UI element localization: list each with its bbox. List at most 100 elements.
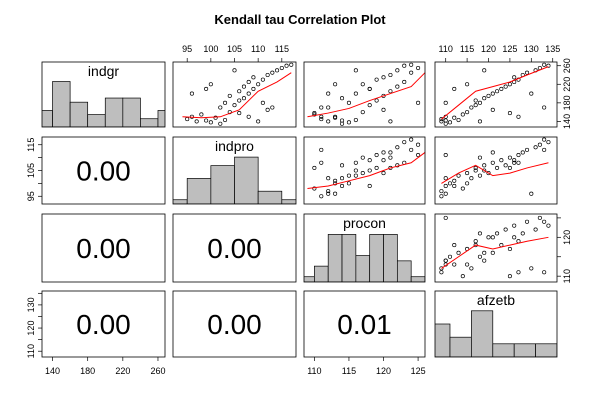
point (279, 65, 284, 71)
hist-bar (314, 265, 329, 282)
point (507, 111, 512, 116)
point (443, 176, 448, 181)
point (194, 119, 199, 124)
point (477, 254, 482, 259)
hist-bar (69, 101, 89, 127)
point (360, 82, 365, 87)
point (312, 111, 317, 116)
point (490, 250, 495, 255)
point (482, 96, 487, 101)
point (374, 165, 379, 170)
point (265, 107, 270, 112)
point (495, 231, 500, 236)
point (529, 91, 534, 96)
point (507, 82, 512, 87)
x-tick-label: 115 (275, 44, 289, 54)
point (204, 86, 209, 91)
point (499, 158, 504, 163)
point (289, 62, 294, 67)
point (516, 152, 521, 158)
smooth-line (441, 162, 549, 184)
point (246, 91, 251, 96)
point (326, 91, 331, 96)
point (452, 178, 457, 183)
hist-bar (173, 199, 188, 204)
point (542, 219, 547, 224)
panel-frame (303, 290, 426, 358)
point (367, 103, 372, 108)
correlation: 0.00 (207, 309, 262, 340)
panel-frame (434, 290, 558, 358)
point (319, 160, 324, 165)
point (339, 121, 345, 126)
point (339, 118, 345, 123)
x-tick-label: 110 (251, 44, 265, 54)
panel-frame (172, 290, 297, 358)
variable-label: indpro (215, 138, 254, 154)
point (524, 70, 530, 75)
hist-bar (410, 276, 425, 282)
point (367, 158, 372, 163)
hist-bar (435, 323, 451, 357)
point (416, 152, 421, 158)
variable-label: afzetb (477, 292, 515, 308)
point (503, 84, 508, 89)
x-tick-label: 135 (545, 44, 560, 54)
point (256, 119, 261, 124)
hist-bar (513, 343, 536, 357)
x-tick-label: 115 (460, 44, 474, 54)
point (275, 68, 280, 73)
point (339, 176, 345, 181)
point (439, 117, 444, 122)
point (439, 189, 444, 194)
point (222, 117, 228, 123)
panel-frame (434, 136, 558, 205)
y-tick-label: 95 (26, 191, 36, 201)
correlation: 0.00 (76, 309, 131, 340)
point (251, 86, 256, 91)
y-tick-label: 120 (562, 230, 572, 245)
point (452, 262, 457, 267)
panel-frame (434, 61, 558, 128)
hist-bar (140, 118, 159, 127)
point (490, 107, 495, 112)
point (416, 142, 421, 147)
point (482, 250, 487, 255)
point (388, 150, 393, 155)
point (270, 70, 275, 75)
point (520, 231, 525, 236)
y-tick-label: 120 (26, 321, 36, 336)
point (469, 266, 474, 271)
point (326, 176, 331, 181)
point (381, 93, 386, 98)
point (326, 105, 331, 110)
point (381, 171, 386, 176)
point (360, 110, 365, 115)
x-tick-label: 125 (411, 366, 426, 376)
point (319, 105, 324, 110)
point (395, 84, 400, 89)
hist-bar (234, 156, 259, 204)
point (199, 112, 204, 117)
point (222, 100, 228, 105)
point (416, 65, 421, 71)
point (486, 235, 491, 240)
point (218, 105, 223, 110)
point (409, 137, 414, 142)
point (333, 178, 338, 183)
point (443, 121, 448, 126)
point (416, 100, 421, 105)
x-tick-label: 105 (227, 44, 242, 54)
point (319, 194, 324, 199)
point (232, 103, 237, 108)
point (319, 147, 324, 152)
point (520, 150, 525, 155)
point (381, 75, 386, 80)
y-tick-label: 130 (26, 297, 36, 312)
point (473, 98, 478, 103)
smooth-line (307, 72, 426, 118)
panel-frame (303, 213, 426, 283)
x-tick-label: 110 (307, 366, 321, 376)
point (516, 160, 521, 165)
point (251, 75, 256, 80)
